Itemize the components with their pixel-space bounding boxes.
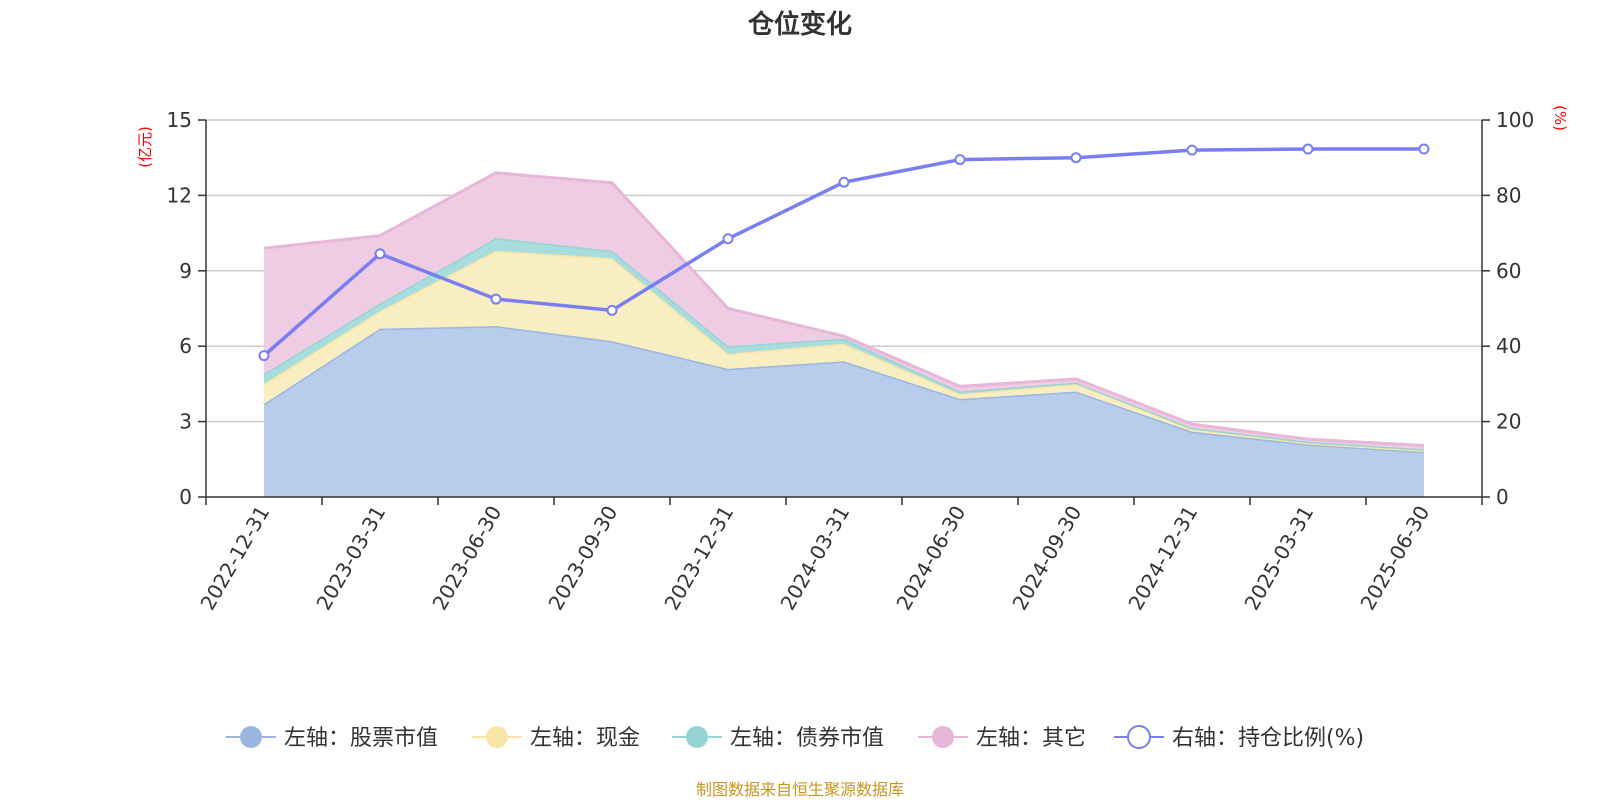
x-axis-tick-label: 2025-06-30 [1355, 502, 1434, 615]
left-axis-tick-label: 0 [179, 485, 192, 509]
left-axis-tick-label: 12 [167, 183, 192, 207]
legend-label: 左轴：其它 [976, 726, 1086, 751]
right-axis-tick-label: 20 [1496, 410, 1521, 434]
x-axis-tick-label: 2023-12-31 [659, 502, 738, 615]
x-axis-tick-label: 2023-09-30 [543, 502, 622, 615]
legend: 左轴：股票市值 左轴：现金 左轴：债券市值 左轴：其它 右轴：持仓比例(%) [226, 725, 1364, 751]
x-axis-tick-label: 2023-06-30 [427, 502, 506, 615]
ratio-point [1186, 144, 1198, 156]
area-左轴：其它 [264, 172, 1424, 450]
x-axis-tick-label: 2024-06-30 [891, 502, 970, 615]
left-axis-unit: (亿元) [136, 126, 154, 168]
right-axis-tick-label: 100 [1496, 108, 1534, 132]
x-axis-tick-label: 2022-12-31 [195, 502, 274, 615]
right-axis-tick-label: 60 [1496, 259, 1521, 283]
ratio-point [954, 154, 966, 166]
legend-item: 右轴：持仓比例(%) [1114, 725, 1364, 751]
legend-marker [1127, 725, 1151, 749]
left-axis-tick-label: 15 [167, 108, 192, 132]
legend-marker [486, 726, 508, 748]
ratio-point [374, 248, 386, 260]
legend-item: 左轴：股票市值 [226, 726, 438, 751]
left-axis-tick-label: 9 [179, 259, 192, 283]
x-axis-tick-label: 2024-03-31 [775, 502, 854, 615]
ratio-point [258, 350, 270, 362]
right-axis-tick-label: 80 [1496, 183, 1521, 207]
ratio-point [606, 304, 618, 316]
ratio-point [1302, 143, 1314, 155]
left-axis-tick-label: 6 [179, 334, 192, 358]
legend-item: 左轴：债券市值 [672, 726, 884, 751]
legend-label: 左轴：股票市值 [284, 726, 438, 751]
legend-marker [240, 726, 262, 748]
area-左轴：现金 [264, 250, 1424, 452]
legend-marker [932, 726, 954, 748]
x-axis-tick-label: 2024-09-30 [1007, 502, 1086, 615]
legend-item: 左轴：现金 [472, 726, 640, 751]
ratio-point [838, 176, 850, 188]
ratio-point [1418, 143, 1430, 155]
right-axis-tick-label: 0 [1496, 485, 1509, 509]
legend-label: 左轴：现金 [530, 726, 640, 751]
area-左轴：股票市值 [264, 326, 1424, 497]
ratio-point [722, 233, 734, 245]
x-axis-tick-label: 2025-03-31 [1239, 502, 1318, 615]
chart-title: 仓位变化 [747, 9, 852, 40]
legend-label: 右轴：持仓比例(%) [1172, 726, 1364, 751]
right-axis-tick-label: 40 [1496, 334, 1521, 358]
right-axis-unit: (%) [1551, 105, 1569, 131]
legend-item: 左轴：其它 [918, 726, 1086, 751]
data-source-note: 制图数据来自恒生聚源数据库 [696, 780, 904, 799]
area-edge-左轴：其它 [263, 171, 1425, 447]
ratio-point [490, 293, 502, 305]
legend-marker [686, 726, 708, 748]
legend-label: 左轴：债券市值 [730, 726, 884, 751]
ratio-point [1070, 152, 1082, 164]
x-axis-tick-label: 2024-12-31 [1123, 502, 1202, 615]
x-axis-tick-label: 2023-03-31 [311, 502, 390, 615]
left-axis-tick-label: 3 [179, 410, 192, 434]
ratio-line-series [258, 143, 1430, 362]
stacked-areas [263, 171, 1425, 497]
